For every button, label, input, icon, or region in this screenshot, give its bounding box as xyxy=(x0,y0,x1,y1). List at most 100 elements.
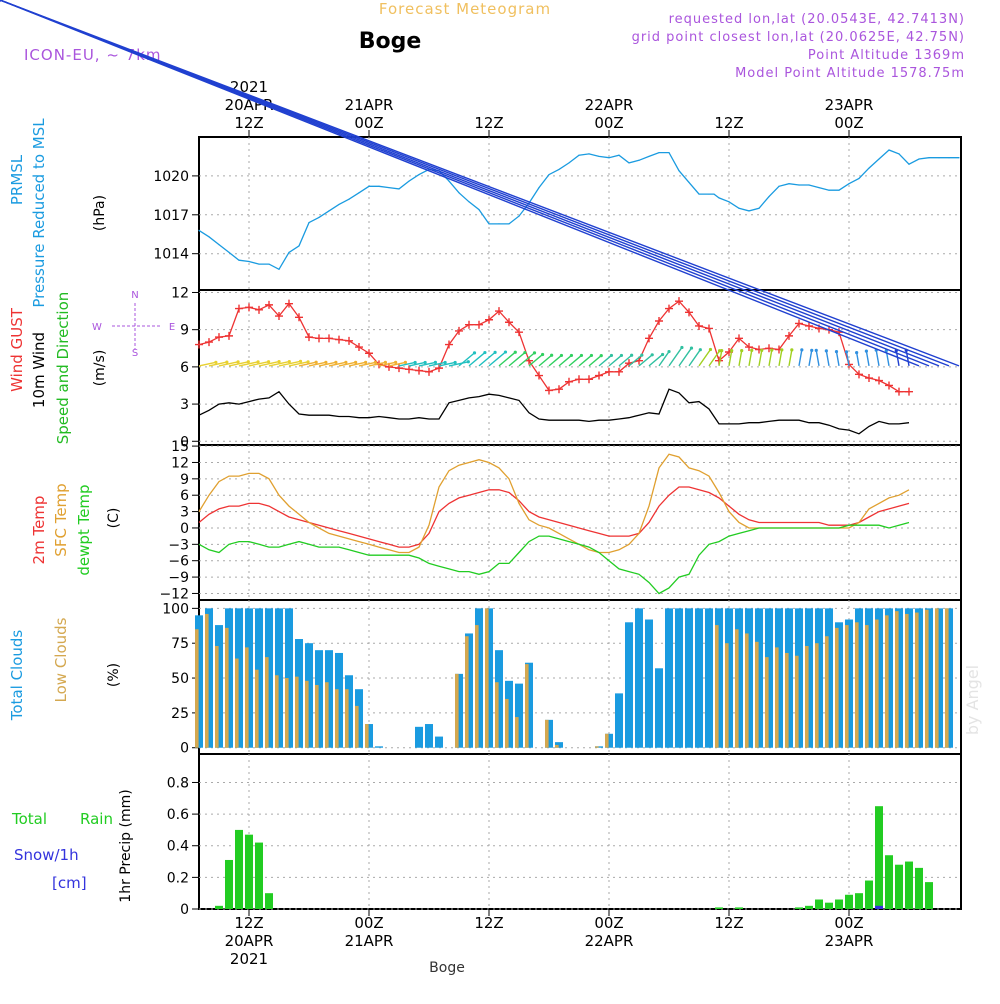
wind-arrow-head xyxy=(667,349,671,354)
clouds-label-total: Total Clouds xyxy=(8,630,26,722)
wind-arrow-head xyxy=(824,349,828,353)
total-cloud-bar xyxy=(205,608,213,748)
gust-marker xyxy=(335,335,343,344)
temp-label-2m: 2m Temp xyxy=(30,496,48,565)
total-cloud-bar xyxy=(795,608,803,748)
pressure-ytick-label: 1020 xyxy=(153,169,189,185)
pressure-point xyxy=(898,153,900,155)
low-cloud-bar xyxy=(725,643,729,748)
low-cloud-bar xyxy=(285,678,289,748)
wind-arrow-head xyxy=(760,348,764,352)
temp-ytick-label: 6 xyxy=(180,488,189,504)
wind-arrow xyxy=(428,361,446,367)
gust-marker xyxy=(215,333,223,342)
low-cloud-bar xyxy=(275,675,279,748)
pressure-point xyxy=(818,186,820,189)
gust-marker xyxy=(285,299,293,308)
wind-arrow xyxy=(548,354,562,367)
wind-arrow-head xyxy=(287,359,291,364)
low-cloud-bar xyxy=(595,746,599,748)
wind-arrow-head xyxy=(225,360,229,364)
credit-watermark: by Angel xyxy=(963,665,982,735)
compass-south: S xyxy=(132,348,138,359)
wind-arrow-head xyxy=(523,350,527,355)
total-cloud-bar xyxy=(805,608,813,748)
wind-arrow-head xyxy=(0,0,2,2)
gust-marker xyxy=(855,370,863,379)
precip-label-snow: Snow/1h xyxy=(14,846,79,864)
panel-pressure: 1014 1017 1020 PRMSL Pressure Reduced to MSL… xyxy=(8,118,962,308)
total-cloud-bar xyxy=(235,608,243,748)
pressure-label-1: PRMSL xyxy=(8,154,26,205)
low-cloud-bar xyxy=(825,636,829,748)
rain-bar xyxy=(735,907,743,909)
wind-arrow xyxy=(845,351,850,367)
bottom-axis-hour: 00Z xyxy=(834,914,863,932)
wind-arrow xyxy=(278,360,301,367)
total-cloud-bar xyxy=(855,608,863,748)
total-cloud-bar xyxy=(775,608,783,748)
total-cloud-bar xyxy=(925,608,933,748)
total-cloud-bar xyxy=(825,608,833,748)
rain-bar xyxy=(795,907,803,909)
clouds-ytick-label: 50 xyxy=(171,671,189,687)
grid-coords: grid point closest lon,lat (20.0625E, 42… xyxy=(632,30,965,45)
pressure-point xyxy=(578,154,580,156)
temp-ytick-label: 9 xyxy=(180,472,189,488)
rain-bar xyxy=(865,880,873,909)
gust-line xyxy=(198,300,909,393)
low-cloud-bar xyxy=(455,673,459,748)
pressure-unit-label: (hPa) xyxy=(92,195,108,231)
model-altitude: Model Point Altitude 1578.75m xyxy=(735,66,965,81)
low-cloud-bar xyxy=(505,698,509,748)
total-cloud-bar xyxy=(655,668,663,748)
total-cloud-bar xyxy=(335,652,343,748)
wind-arrow-head xyxy=(513,350,517,354)
wind-arrow-head xyxy=(770,348,774,352)
top-axis-hour: 12Z xyxy=(234,114,263,132)
bottom-axis-hour: 00Z xyxy=(594,914,623,932)
wind-arrow xyxy=(598,354,612,367)
wind-arrow xyxy=(728,350,733,367)
clouds-ytick-label: 75 xyxy=(171,636,189,652)
wind-arrow xyxy=(378,361,396,367)
clouds-ytick-label: 100 xyxy=(162,601,189,617)
wind-arrow-head xyxy=(619,353,624,358)
wind-arrow-head xyxy=(383,360,387,364)
pressure-point xyxy=(258,263,260,265)
low-cloud-bar xyxy=(525,664,529,748)
wind-arrow-head xyxy=(589,353,594,358)
wind-arrow xyxy=(738,350,743,367)
wind-arrow xyxy=(815,350,820,367)
wind-arrow-head xyxy=(433,360,437,364)
wind-arrow-head xyxy=(394,360,398,364)
total-cloud-bar xyxy=(325,650,333,748)
wind-arrow xyxy=(865,350,870,367)
top-axis-hour: 00Z xyxy=(354,114,383,132)
wind-arrow xyxy=(438,361,456,367)
gust-marker xyxy=(205,338,213,347)
gust-marker xyxy=(305,333,313,342)
rain-bar xyxy=(215,905,223,909)
panel-clouds: 0 25 50 75 100 Total Clouds Low Clouds (%) xyxy=(8,599,962,757)
gust-marker xyxy=(765,344,773,353)
wind-arrow xyxy=(778,349,783,367)
pressure-point xyxy=(558,168,560,171)
low-cloud-bar xyxy=(885,615,889,748)
pressure-point xyxy=(808,184,810,186)
low-cloud-bar xyxy=(345,689,349,748)
pressure-point xyxy=(248,260,250,263)
gust-marker xyxy=(315,334,323,343)
wind-arrow xyxy=(698,349,712,367)
total-cloud-bar xyxy=(265,608,273,748)
gust-marker xyxy=(645,334,653,343)
chart-title: Forecast Meteogram xyxy=(379,0,551,18)
pressure-point xyxy=(798,184,800,186)
wind-arrow xyxy=(398,361,416,367)
low-cloud-bar xyxy=(495,682,499,748)
pressure-point xyxy=(788,183,790,185)
wind-arrow xyxy=(688,349,701,367)
total-cloud-bar xyxy=(935,608,943,748)
total-cloud-bar xyxy=(615,693,623,748)
